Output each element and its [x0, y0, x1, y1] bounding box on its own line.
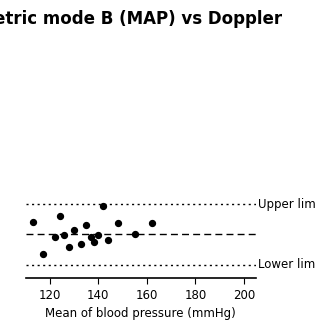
Point: [96, 233, 101, 238]
X-axis label: Mean of blood pressure (mmHg): Mean of blood pressure (mmHg): [45, 308, 236, 320]
Point: [72, 228, 77, 233]
Point: [30, 219, 36, 224]
Point: [67, 245, 72, 250]
Point: [89, 235, 94, 240]
Point: [101, 204, 106, 209]
Point: [62, 233, 67, 238]
Point: [132, 231, 137, 236]
Point: [115, 221, 120, 226]
Point: [106, 238, 111, 243]
Point: [79, 241, 84, 246]
Text: Lower lim: Lower lim: [258, 258, 316, 271]
Point: [149, 221, 154, 226]
Point: [91, 240, 96, 245]
Text: etric mode B (MAP) vs Doppler: etric mode B (MAP) vs Doppler: [0, 10, 282, 28]
Text: Upper lim: Upper lim: [258, 198, 316, 211]
Point: [52, 235, 57, 240]
Point: [57, 214, 62, 219]
Point: [84, 222, 89, 228]
Point: [40, 252, 45, 257]
